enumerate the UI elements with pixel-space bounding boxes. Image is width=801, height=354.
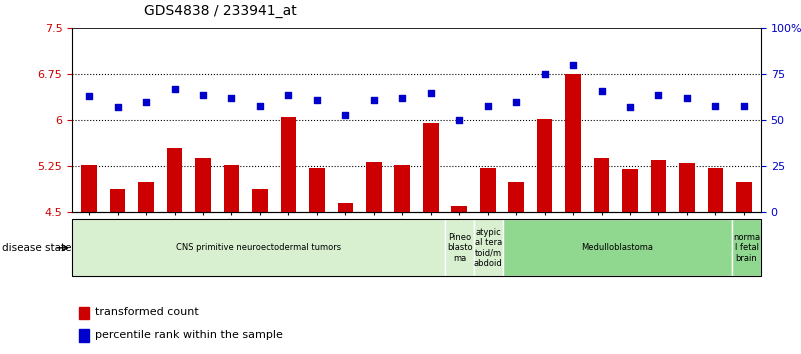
Point — [453, 118, 465, 123]
Bar — [394, 165, 410, 212]
Bar — [252, 189, 268, 212]
Point — [709, 103, 722, 108]
Bar — [337, 203, 353, 212]
Bar — [650, 160, 666, 212]
Bar — [423, 124, 439, 212]
Point — [738, 103, 751, 108]
Bar — [309, 167, 324, 212]
Point — [282, 92, 295, 97]
Point — [624, 105, 637, 110]
Bar — [679, 163, 694, 212]
Point — [225, 96, 238, 101]
Text: norma
l fetal
brain: norma l fetal brain — [733, 233, 760, 263]
Point — [368, 97, 380, 103]
Point — [425, 90, 437, 96]
Text: CNS primitive neuroectodermal tumors: CNS primitive neuroectodermal tumors — [176, 243, 341, 252]
Text: transformed count: transformed count — [95, 307, 199, 317]
Point — [396, 96, 409, 101]
Bar — [82, 165, 97, 212]
Point — [566, 62, 579, 68]
Bar — [110, 189, 126, 212]
Bar — [537, 119, 553, 212]
Text: disease state: disease state — [2, 243, 72, 253]
Point — [254, 103, 267, 108]
Bar — [223, 165, 239, 212]
Text: Pineo
blasto
ma: Pineo blasto ma — [447, 233, 473, 263]
Bar — [167, 148, 183, 212]
Point — [681, 96, 694, 101]
Text: percentile rank within the sample: percentile rank within the sample — [95, 330, 283, 339]
Bar — [79, 329, 90, 342]
Bar — [566, 74, 581, 212]
Point — [168, 86, 181, 92]
Point — [196, 92, 209, 97]
Bar — [445, 219, 474, 276]
Bar — [480, 168, 496, 212]
Point — [83, 93, 95, 99]
Point — [509, 99, 522, 105]
Bar — [195, 158, 211, 212]
Point — [538, 72, 551, 77]
Bar — [509, 182, 524, 212]
Point — [652, 92, 665, 97]
Bar — [72, 219, 445, 276]
Bar — [732, 219, 761, 276]
Text: atypic
al tera
toid/m
abdoid: atypic al tera toid/m abdoid — [474, 228, 503, 268]
Point — [481, 103, 494, 108]
Bar — [452, 206, 467, 212]
Bar — [139, 182, 154, 212]
Bar — [594, 158, 610, 212]
Bar — [622, 170, 638, 212]
Bar — [474, 219, 503, 276]
Text: GDS4838 / 233941_at: GDS4838 / 233941_at — [144, 4, 297, 18]
Bar — [503, 219, 732, 276]
Bar — [79, 307, 90, 319]
Point — [311, 97, 324, 103]
Point — [111, 105, 124, 110]
Point — [595, 88, 608, 94]
Point — [339, 112, 352, 118]
Bar — [736, 182, 751, 212]
Text: Medulloblastoma: Medulloblastoma — [582, 243, 654, 252]
Bar — [366, 162, 381, 212]
Bar — [280, 117, 296, 212]
Point — [139, 99, 152, 105]
Bar — [707, 168, 723, 212]
